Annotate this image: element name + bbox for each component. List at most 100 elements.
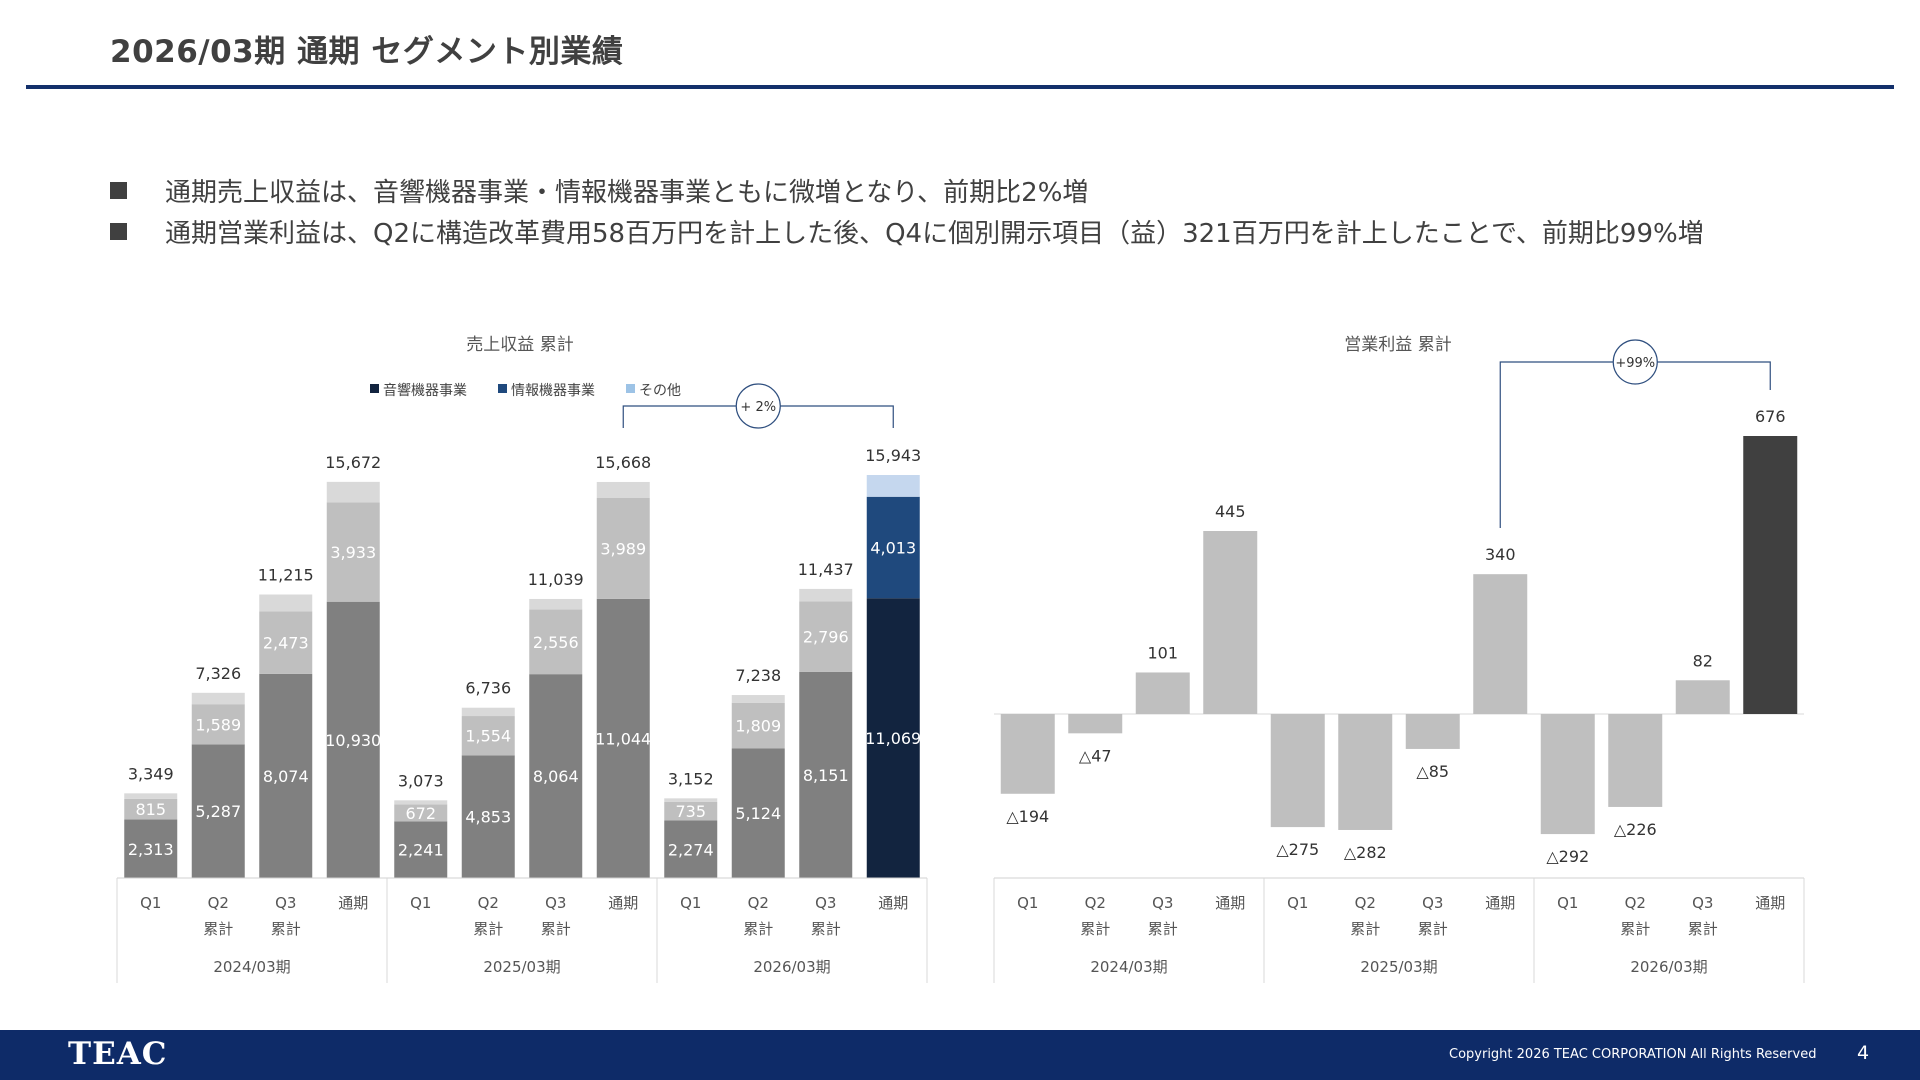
segment-value-label: 8,074 [263, 767, 309, 786]
x-tick-label: 通期 [338, 894, 368, 912]
x-tick-label: Q1 [1017, 894, 1038, 912]
x-tick-label: Q2 [1085, 894, 1106, 912]
segment-value-label: 8,151 [803, 766, 849, 785]
x-tick-label: Q3 [545, 894, 566, 912]
total-value-label: 15,668 [595, 453, 651, 472]
total-value-label: 3,349 [128, 764, 174, 783]
bar-segment [664, 820, 718, 878]
period-label: 2026/03期 [1630, 958, 1707, 976]
x-tick-label: Q3 [815, 894, 836, 912]
bullet-square-icon [110, 223, 127, 240]
segment-value-label: 1,809 [735, 717, 781, 736]
chart-title: 営業利益 累計 [1344, 335, 1451, 355]
profit-value-label: △282 [1344, 843, 1387, 862]
bar-segment [799, 601, 853, 672]
bar-segment [866, 475, 920, 497]
bar-segment [394, 804, 448, 822]
segment-value-label: 815 [135, 800, 166, 819]
profit-value-label: 82 [1693, 651, 1713, 670]
bar-segment [596, 598, 650, 878]
profit-value-label: △194 [1006, 807, 1049, 826]
bar-segment [866, 598, 920, 878]
bullet-list: 通期売上収益は、音響機器事業・情報機器事業ともに微増となり、前期比2%増 通期営… [110, 170, 1704, 252]
bar-segment [529, 674, 583, 878]
profit-value-label: 340 [1485, 545, 1516, 564]
x-tick-label: Q1 [140, 894, 161, 912]
segment-value-label: 672 [405, 804, 436, 823]
profit-value-label: △292 [1546, 847, 1589, 866]
bar-segment [259, 594, 313, 612]
segment-value-label: 2,796 [803, 628, 849, 647]
x-tick-label: Q1 [1287, 894, 1308, 912]
x-tick-label: Q1 [680, 894, 701, 912]
bar-segment [596, 498, 650, 599]
x-tick-label: Q2 [1625, 894, 1646, 912]
profit-bar [1743, 436, 1798, 714]
profit-value-label: △226 [1614, 820, 1657, 839]
profit-bar [1068, 714, 1123, 734]
total-value-label: 3,152 [668, 769, 714, 788]
bar-segment [259, 611, 313, 674]
x-tick-label: 累計 [271, 920, 301, 938]
growth-label: + 2% [740, 400, 776, 415]
x-tick-label: 通期 [608, 894, 638, 912]
x-tick-label: Q2 [478, 894, 499, 912]
total-value-label: 15,672 [325, 453, 381, 472]
segment-value-label: 5,124 [735, 804, 781, 823]
profit-bar [1405, 714, 1460, 749]
x-tick-label: Q3 [1692, 894, 1713, 912]
x-tick-label: 通期 [1485, 894, 1515, 912]
x-tick-label: 累計 [473, 920, 503, 938]
total-value-label: 7,326 [195, 664, 241, 683]
x-tick-label: 通期 [1215, 894, 1245, 912]
bullet-text: 通期売上収益は、音響機器事業・情報機器事業ともに微増となり、前期比2%増 [165, 178, 1089, 208]
chart-title: 売上収益 累計 [466, 335, 573, 355]
x-tick-label: 累計 [743, 920, 773, 938]
x-tick-label: 累計 [1418, 920, 1448, 938]
legend-swatch [626, 384, 635, 393]
total-value-label: 11,215 [258, 566, 314, 585]
bar-segment [326, 601, 380, 878]
profit-value-label: 676 [1755, 407, 1786, 426]
teac-logo: TEAC [68, 1036, 168, 1072]
bar-segment [394, 821, 448, 878]
segment-value-label: 1,554 [465, 727, 511, 746]
period-label: 2024/03期 [1090, 958, 1167, 976]
bar-segment [866, 496, 920, 599]
bullet-square-icon [110, 182, 127, 199]
profit-bar [1675, 680, 1730, 714]
period-label: 2025/03期 [1360, 958, 1437, 976]
x-tick-label: 累計 [1350, 920, 1380, 938]
bullet-item: 通期売上収益は、音響機器事業・情報機器事業ともに微増となり、前期比2%増 [110, 170, 1704, 211]
total-value-label: 11,039 [528, 570, 584, 589]
profit-bar [1000, 714, 1055, 794]
period-label: 2026/03期 [753, 958, 830, 976]
segment-value-label: 4,853 [465, 808, 511, 827]
x-tick-label: 累計 [1080, 920, 1110, 938]
x-tick-label: Q1 [410, 894, 431, 912]
bar-segment [191, 704, 245, 745]
title-rule [26, 85, 1894, 89]
segment-value-label: 2,241 [398, 841, 444, 860]
bullet-item: 通期営業利益は、Q2に構造改革費用58百万円を計上した後、Q4に個別開示項目（益… [110, 211, 1704, 252]
profit-bar [1608, 714, 1663, 807]
bar-segment [191, 744, 245, 878]
bar-segment [394, 800, 448, 805]
segment-value-label: 1,589 [195, 715, 241, 734]
growth-label: +99% [1615, 356, 1655, 371]
profit-bar [1473, 574, 1528, 714]
bar-segment [731, 748, 785, 878]
total-value-label: 6,736 [465, 679, 511, 698]
bar-segment [461, 707, 515, 717]
bar-segment [529, 609, 583, 675]
segment-value-label: 11,069 [865, 729, 921, 748]
bar-segment [124, 793, 178, 799]
bar-segment [731, 695, 785, 703]
profit-value-label: △47 [1079, 746, 1112, 765]
x-tick-label: 通期 [878, 894, 908, 912]
growth-badge [1612, 339, 1658, 385]
segment-value-label: 8,064 [533, 767, 579, 786]
x-tick-label: 累計 [811, 920, 841, 938]
total-value-label: 7,238 [735, 666, 781, 685]
bar-segment [461, 755, 515, 878]
